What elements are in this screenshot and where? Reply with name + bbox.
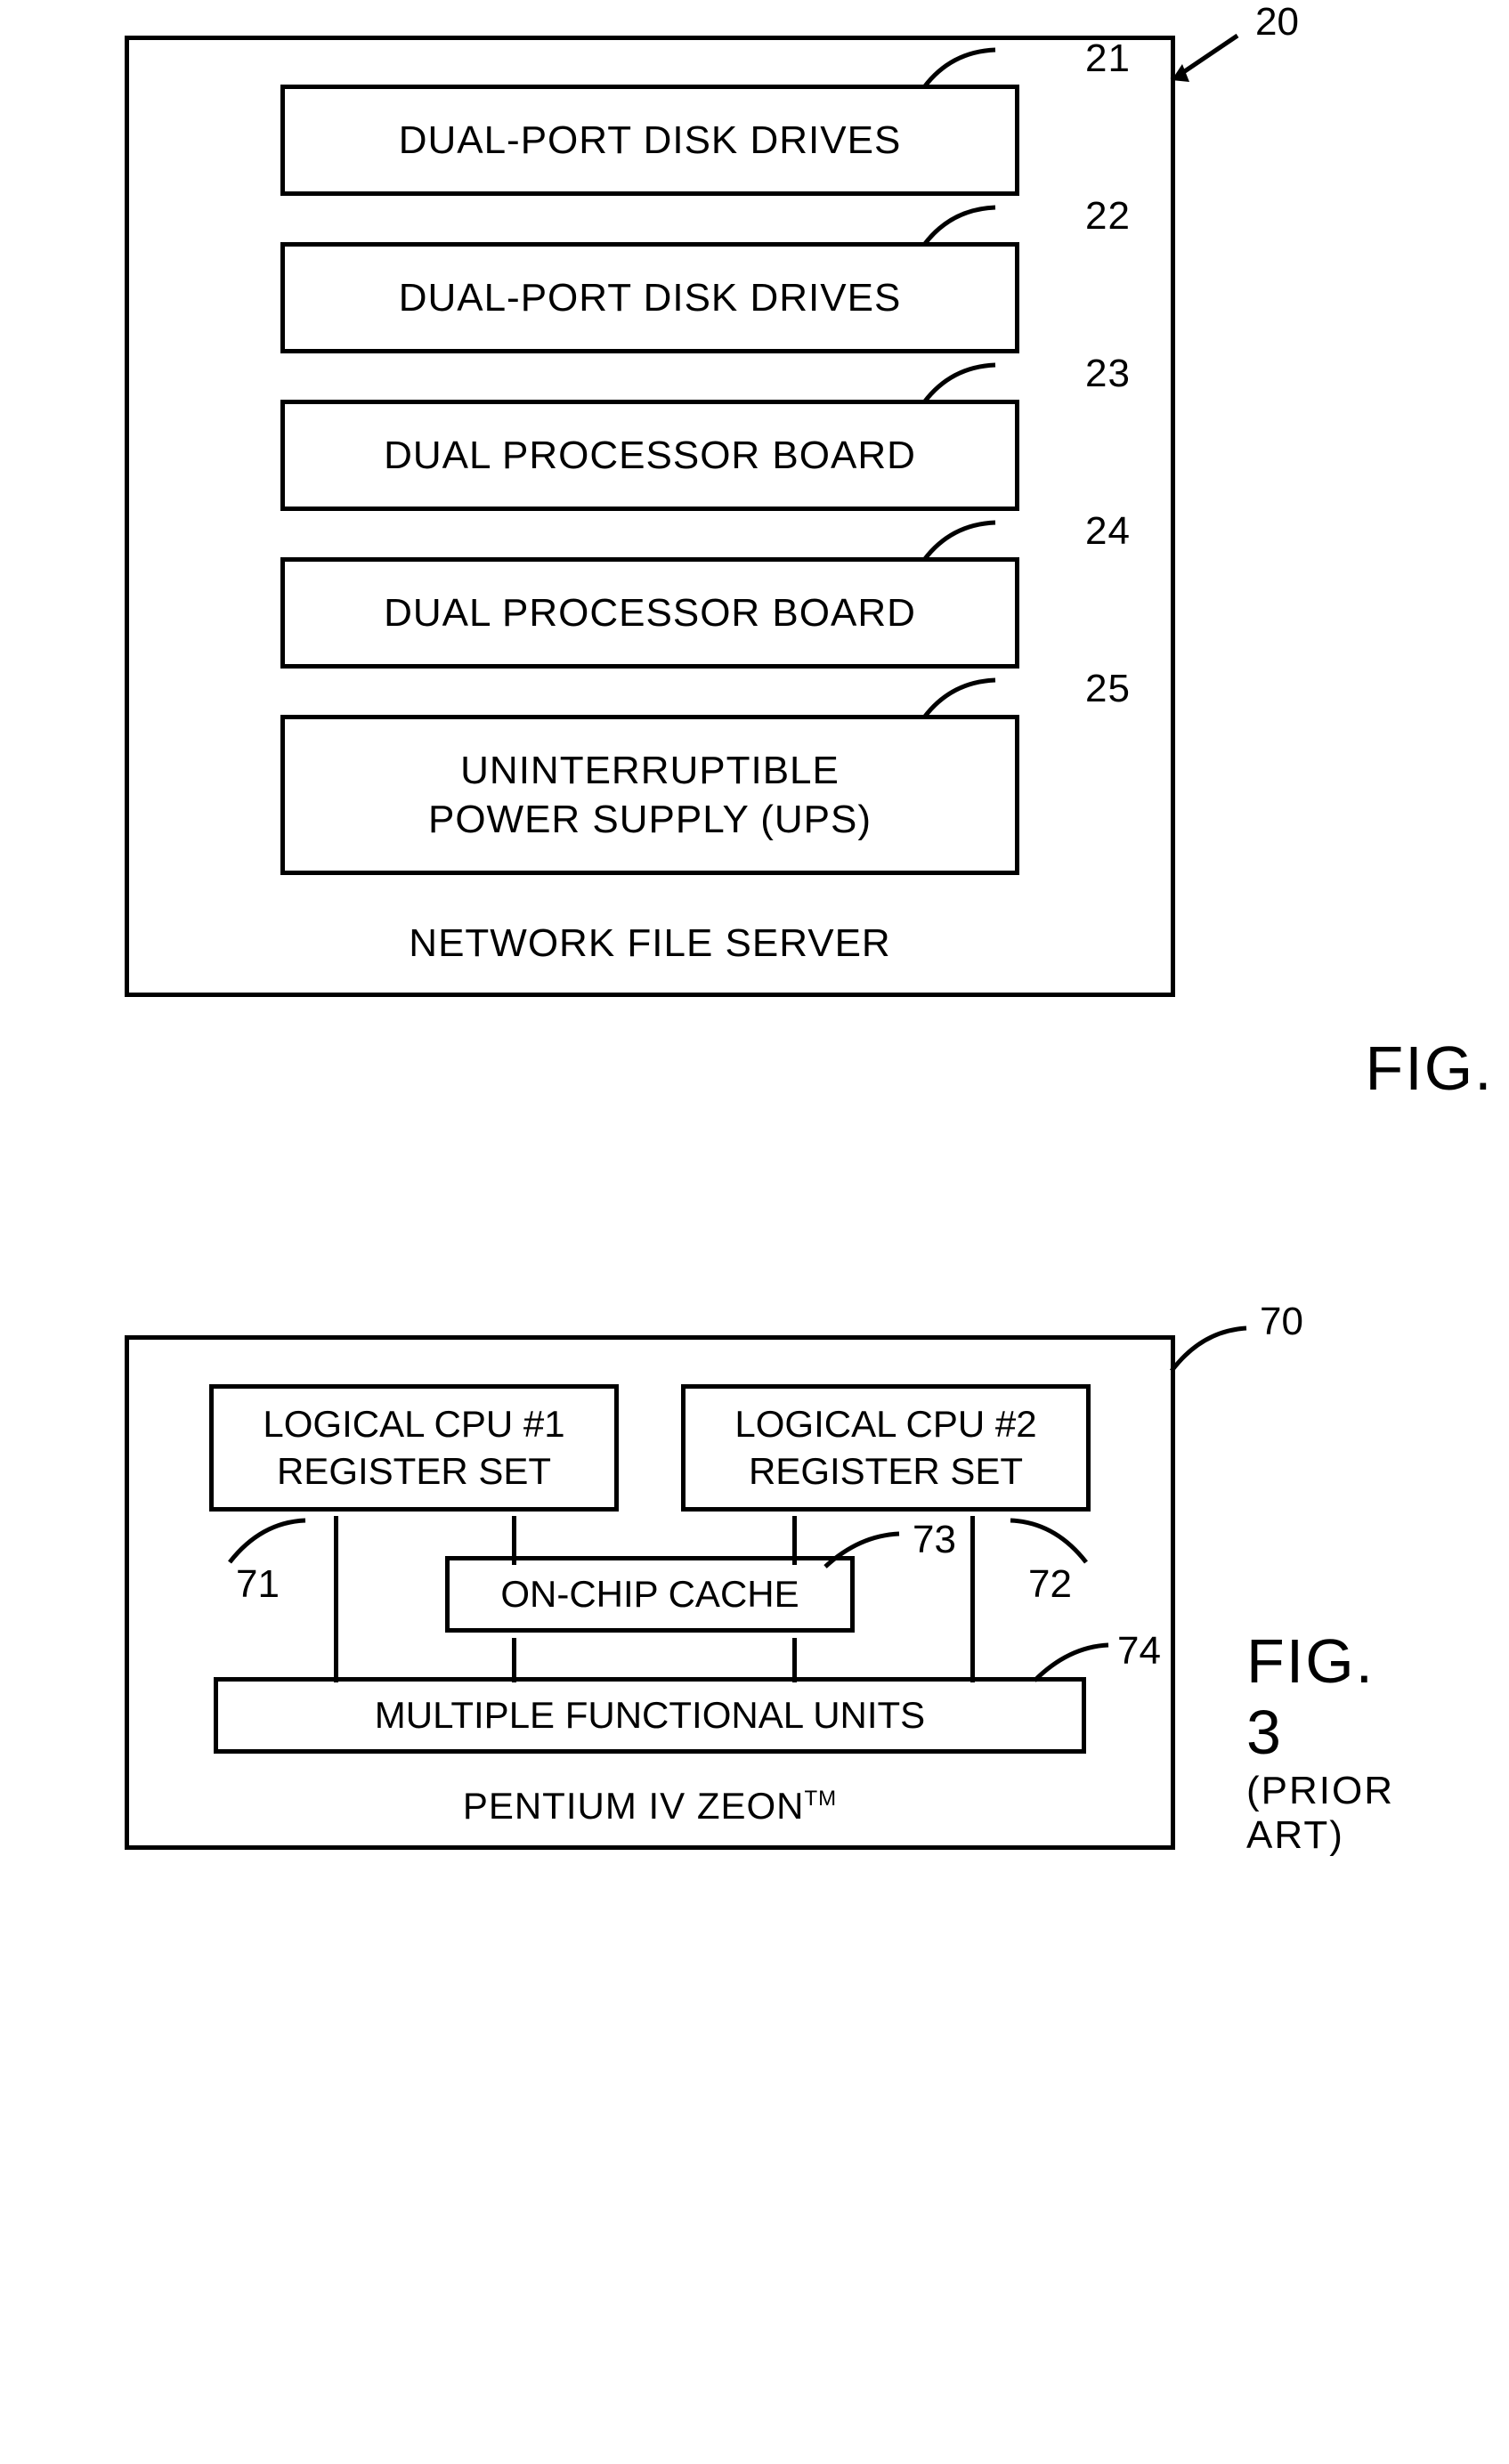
box-label: UNINTERRUPTIBLE POWER SUPPLY (UPS) — [428, 749, 872, 841]
ref-22: 22 — [1085, 191, 1131, 240]
cpu1-line2: REGISTER SET — [224, 1448, 604, 1495]
cpu2-line2: REGISTER SET — [696, 1448, 1075, 1495]
fig3-caption: PENTIUM IV ZEONTM — [129, 1785, 1171, 1828]
fig3-label: FIG. 3 (PRIOR ART) — [1246, 1625, 1394, 1859]
box-21: 21 DUAL-PORT DISK DRIVES — [280, 85, 1019, 196]
cpu2-line1: LOGICAL CPU #2 — [696, 1401, 1075, 1448]
ref-71: 71 — [236, 1562, 280, 1607]
fig3-caption-main: PENTIUM IV ZEON — [463, 1785, 805, 1827]
fig3: 70 LOGICAL CPU #1 REGISTER SET LOGICAL C… — [125, 1335, 1175, 1850]
ref-20: 20 — [1255, 0, 1299, 45]
ref-24: 24 — [1085, 507, 1131, 555]
cache-box: ON-CHIP CACHE — [445, 1556, 855, 1633]
ref-21: 21 — [1085, 34, 1131, 83]
lead-line — [915, 200, 1022, 254]
box-label: DUAL PROCESSOR BOARD — [384, 434, 916, 477]
connector — [970, 1516, 975, 1682]
ref-70: 70 — [1260, 1300, 1303, 1344]
page: 20 21 DUAL-PORT DISK DRIVES 22 DUAL-PORT… — [36, 36, 1509, 1850]
cache-label: ON-CHIP CACHE — [500, 1573, 799, 1615]
ref-23: 23 — [1085, 349, 1131, 398]
fig1: 20 21 DUAL-PORT DISK DRIVES 22 DUAL-PORT… — [125, 36, 1282, 997]
ref-25: 25 — [1085, 664, 1131, 713]
lead-line — [915, 43, 1022, 96]
box-label: DUAL PROCESSOR BOARD — [384, 591, 916, 635]
ref-74: 74 — [1117, 1629, 1161, 1674]
connector — [334, 1516, 338, 1682]
fig1-label: FIG. 1 — [1366, 1033, 1509, 1104]
fig1-caption: NETWORK FILE SERVER — [280, 921, 1019, 966]
tm-mark: TM — [805, 1787, 838, 1811]
fig1-outer-box: 21 DUAL-PORT DISK DRIVES 22 DUAL-PORT DI… — [125, 36, 1175, 997]
fig3-label-main: FIG. 3 — [1246, 1626, 1375, 1768]
lead-line — [915, 515, 1022, 569]
ref-73: 73 — [913, 1518, 956, 1562]
func-label: MULTIPLE FUNCTIONAL UNITS — [375, 1694, 925, 1736]
box-22: 22 DUAL-PORT DISK DRIVES — [280, 242, 1019, 353]
box-label: DUAL-PORT DISK DRIVES — [399, 276, 902, 320]
cpu1-box: LOGICAL CPU #1 REGISTER SET — [209, 1384, 619, 1512]
box-24: 24 DUAL PROCESSOR BOARD — [280, 557, 1019, 669]
box-25: 25 UNINTERRUPTIBLE POWER SUPPLY (UPS) — [280, 715, 1019, 875]
lead-line — [915, 673, 1022, 726]
fig3-outer-box: LOGICAL CPU #1 REGISTER SET LOGICAL CPU … — [125, 1335, 1175, 1850]
connector — [512, 1638, 516, 1682]
box-23: 23 DUAL PROCESSOR BOARD — [280, 400, 1019, 511]
cpu2-box: LOGICAL CPU #2 REGISTER SET — [681, 1384, 1091, 1512]
fig3-label-sub: (PRIOR ART) — [1246, 1769, 1394, 1859]
connector — [792, 1638, 797, 1682]
cpu1-line1: LOGICAL CPU #1 — [224, 1401, 604, 1448]
lead-line — [915, 358, 1022, 411]
ref-72: 72 — [1028, 1562, 1072, 1607]
func-box: MULTIPLE FUNCTIONAL UNITS — [214, 1677, 1086, 1754]
box-label: DUAL-PORT DISK DRIVES — [399, 118, 902, 162]
